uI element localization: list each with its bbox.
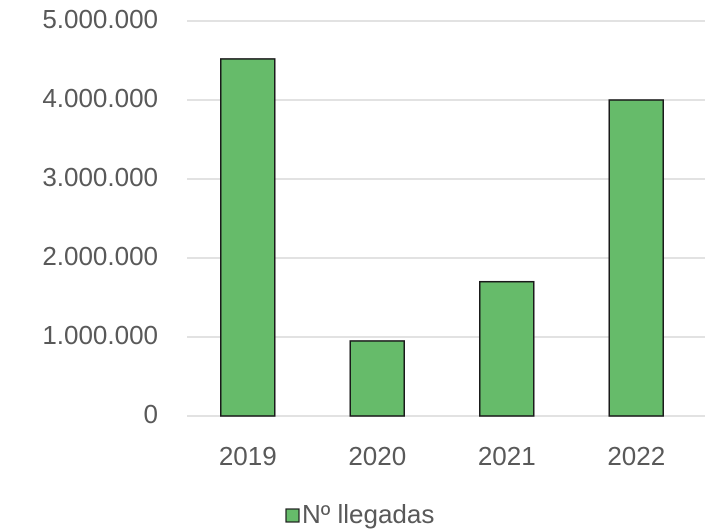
y-tick-label: 3.000.000	[42, 162, 158, 192]
x-tick-label: 2019	[219, 441, 277, 471]
y-tick-label: 1.000.000	[42, 320, 158, 350]
x-tick-label: 2022	[607, 441, 665, 471]
bar	[479, 280, 535, 417]
bar	[608, 99, 664, 417]
legend-label: Nº llegadas	[302, 499, 434, 529]
y-tick-label: 0	[144, 399, 158, 429]
y-tick-label: 2.000.000	[42, 241, 158, 271]
legend-swatch	[285, 508, 300, 523]
y-tick-label: 5.000.000	[42, 4, 158, 34]
x-tick-label: 2020	[348, 441, 406, 471]
x-tick-label: 2021	[478, 441, 536, 471]
bar	[349, 340, 405, 417]
bar	[220, 58, 276, 417]
y-tick-label: 4.000.000	[42, 83, 158, 113]
